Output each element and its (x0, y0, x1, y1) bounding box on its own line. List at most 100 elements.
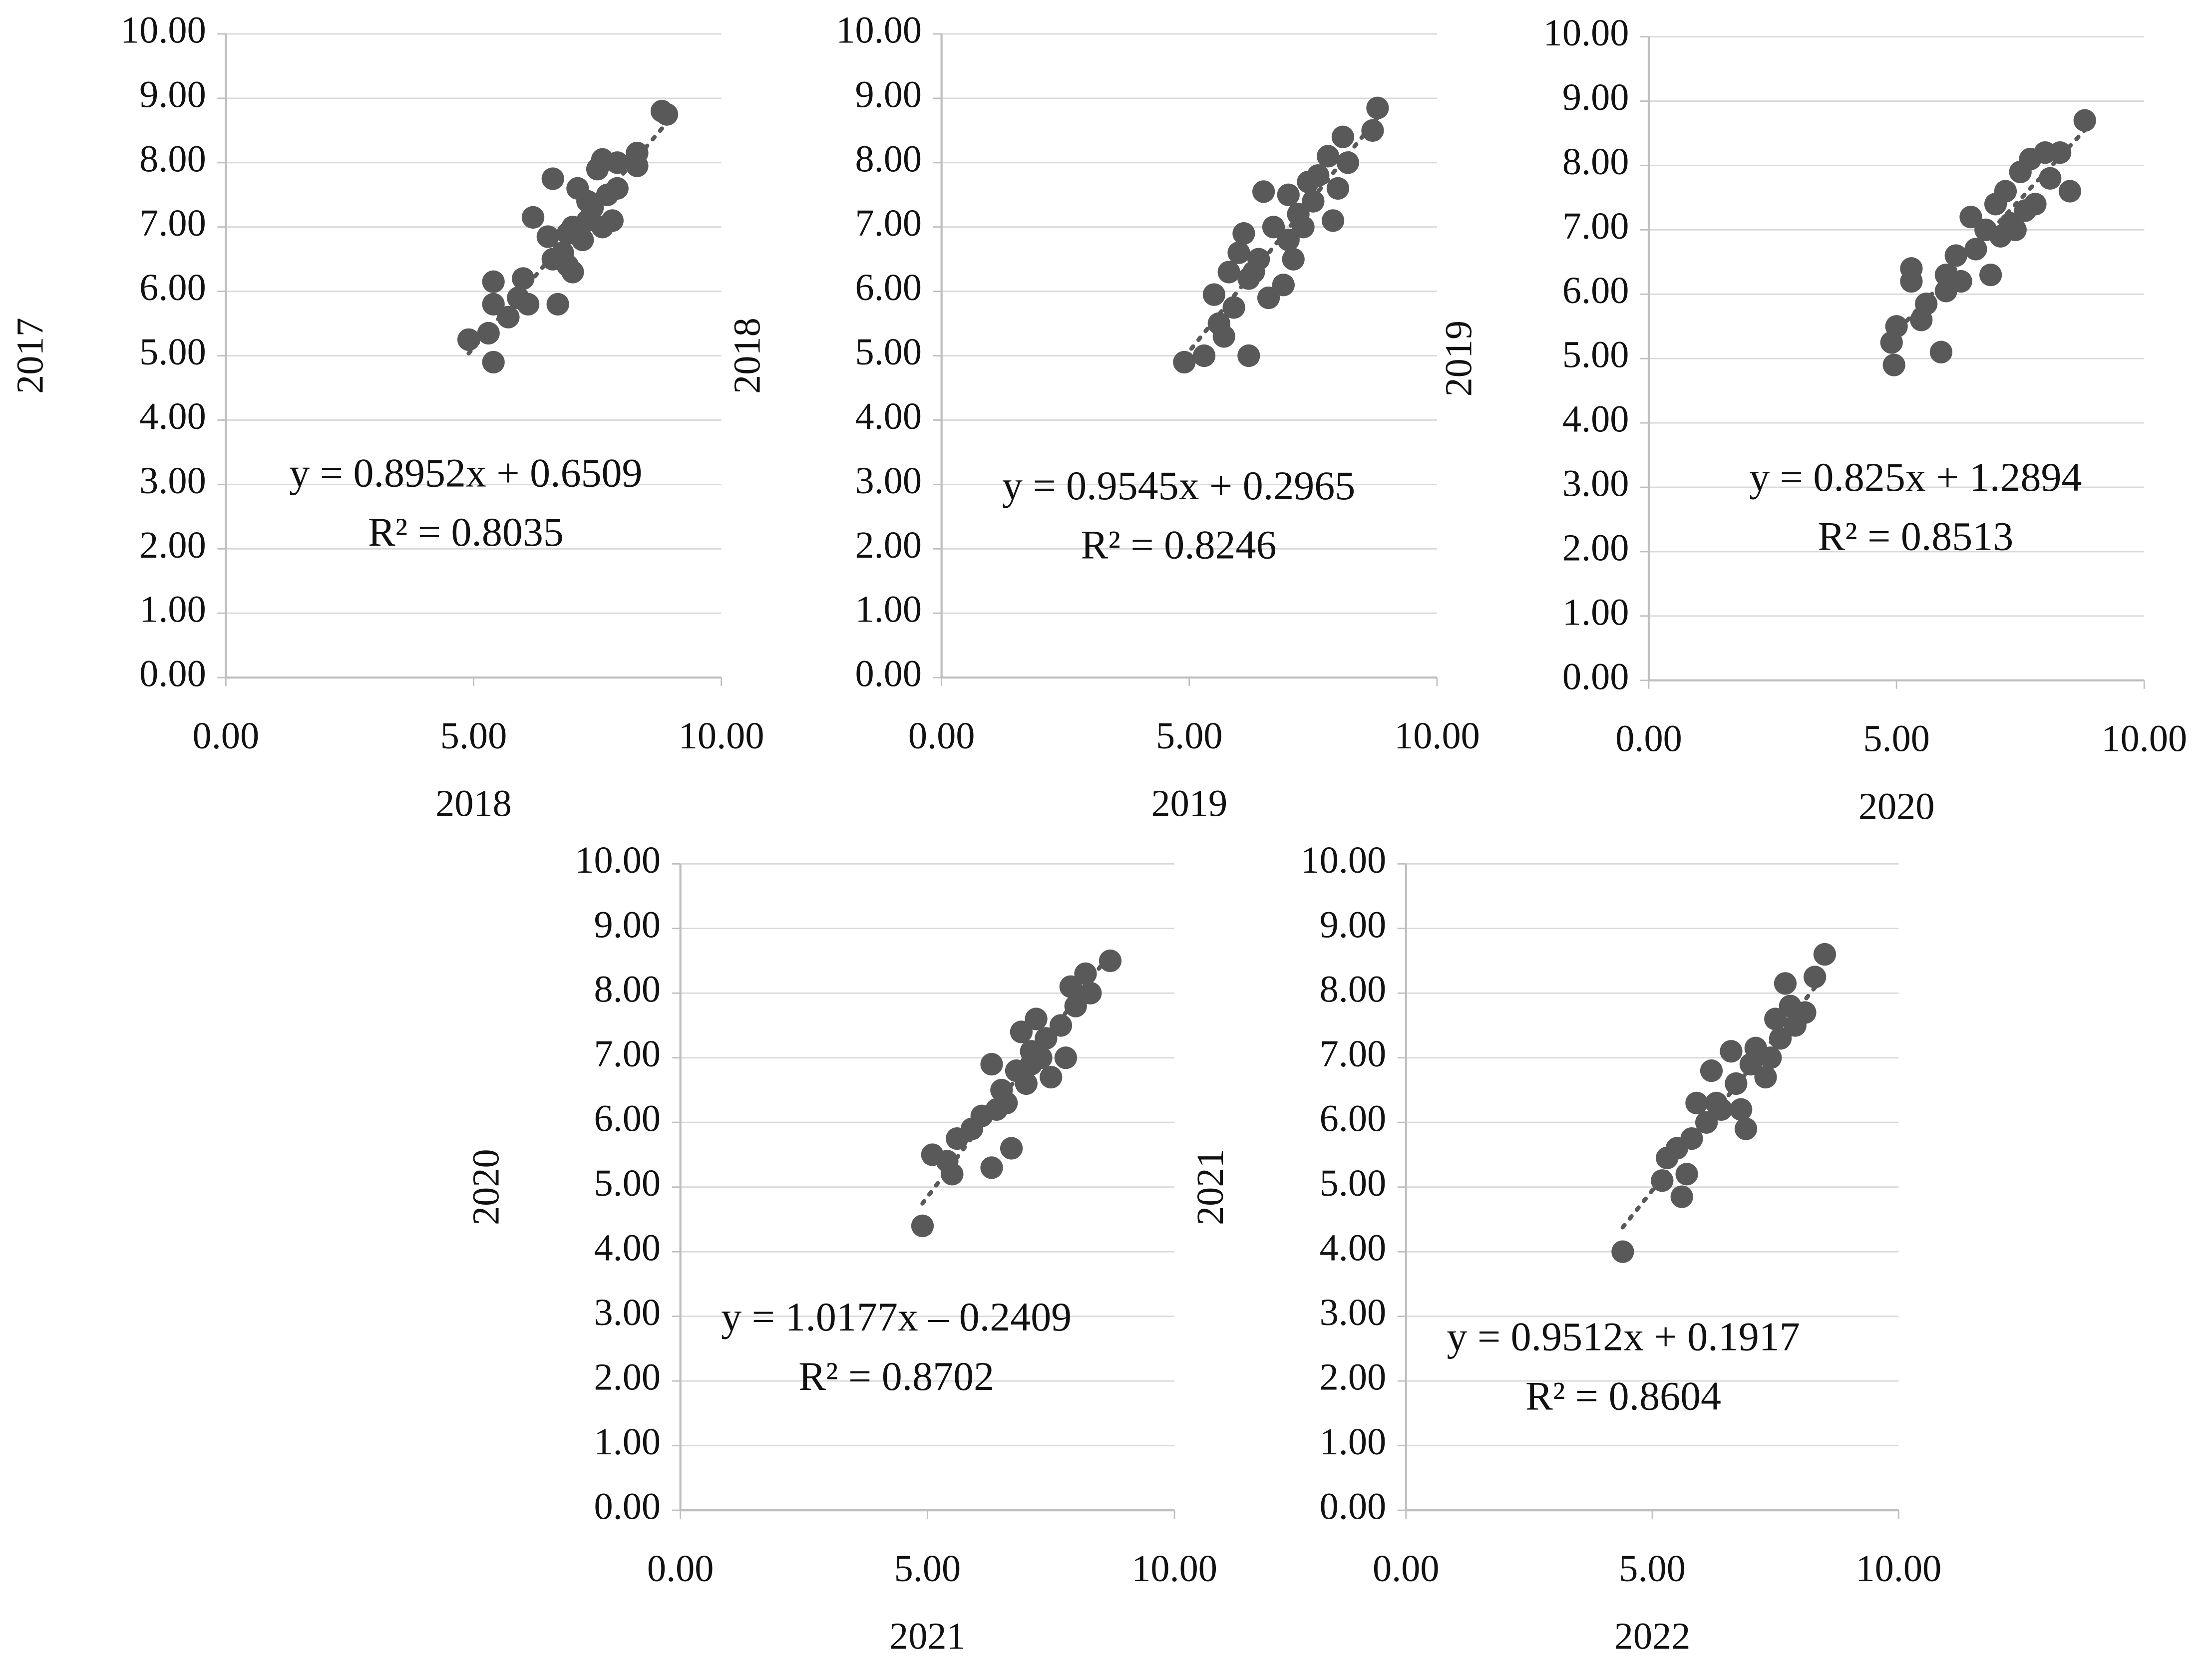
point (2004, 218, 2027, 241)
point (1670, 1185, 1693, 1208)
point (1099, 949, 1122, 973)
r-squared: R² = 0.8513 (1818, 514, 2013, 559)
y-tick-label: 6.00 (855, 266, 922, 309)
point (1321, 209, 1345, 232)
point (1754, 1065, 1777, 1089)
point (1292, 216, 1315, 239)
x-tick-label: 0.00 (1615, 717, 1682, 760)
point (2024, 193, 2047, 216)
point (1282, 248, 1305, 271)
x-axis-title: 2019 (1151, 782, 1227, 825)
y-tick-label: 0.00 (1562, 655, 1629, 697)
x-tick-label: 10.00 (1856, 1547, 1942, 1590)
point (941, 1163, 964, 1186)
point (1882, 353, 1905, 376)
point (1212, 325, 1235, 348)
point (541, 167, 564, 190)
point (1734, 1117, 1758, 1140)
point (1025, 1007, 1048, 1030)
x-tick-label: 0.00 (647, 1547, 714, 1590)
point (1685, 1091, 1708, 1114)
x-tick-label: 10.00 (1131, 1547, 1217, 1590)
point (1000, 1137, 1023, 1160)
point (1079, 982, 1102, 1004)
y-tick-label: 4.00 (1320, 1227, 1387, 1269)
point (1813, 943, 1837, 966)
y-tick-label: 8.00 (1562, 140, 1629, 183)
r-squared: R² = 0.8702 (798, 1353, 994, 1399)
point (655, 103, 679, 126)
x-tick-label: 10.00 (2101, 717, 2187, 760)
point (1764, 1007, 1787, 1030)
y-tick-label: 1.00 (855, 588, 922, 631)
point (521, 206, 545, 229)
y-tick-label: 1.00 (1320, 1420, 1387, 1463)
point (1331, 125, 1355, 148)
point (2058, 180, 2082, 203)
point (980, 1156, 1003, 1179)
point (1675, 1163, 1698, 1186)
point (1994, 180, 2017, 203)
y-tick-label: 7.00 (594, 1032, 661, 1075)
point (576, 190, 599, 213)
point (606, 151, 629, 174)
point (1059, 975, 1082, 998)
point (482, 270, 505, 293)
y-tick-label: 3.00 (139, 459, 206, 502)
r-squared: R² = 0.8246 (1081, 522, 1277, 568)
x-tick-label: 10.00 (1394, 714, 1480, 757)
point (482, 293, 505, 316)
y-tick-label: 7.00 (139, 202, 206, 244)
trendline (1620, 973, 1827, 1230)
trendline-equation: y = 1.0177x – 0.2409 (721, 1294, 1072, 1339)
point (1611, 1240, 1634, 1263)
y-tick-label: 9.00 (594, 903, 661, 946)
y-tick-label: 6.00 (139, 266, 206, 309)
y-tick-label: 2.00 (855, 524, 922, 566)
point (1252, 180, 1275, 203)
point (1336, 151, 1359, 174)
point (1192, 344, 1216, 367)
point (1277, 183, 1300, 206)
point (1242, 261, 1265, 284)
point (1774, 972, 1797, 995)
x-tick-label: 0.00 (1373, 1547, 1440, 1590)
point (1222, 296, 1245, 319)
x-tick-label: 10.00 (679, 714, 764, 757)
point (1720, 1040, 1743, 1063)
point (1262, 216, 1285, 239)
point (482, 350, 505, 374)
y-tick-label: 8.00 (1320, 968, 1387, 1010)
y-tick-label: 1.00 (139, 588, 206, 631)
point (477, 322, 500, 345)
y-tick-label: 6.00 (1562, 269, 1629, 312)
x-axis-title: 2020 (1858, 785, 1935, 827)
trendline-equation: y = 0.8952x + 0.6509 (289, 450, 642, 495)
y-tick-label: 4.00 (594, 1227, 661, 1269)
y-tick-label: 0.00 (594, 1485, 661, 1528)
y-tick-label: 5.00 (855, 331, 922, 373)
point (457, 328, 480, 351)
r-squared: R² = 0.8035 (368, 509, 564, 555)
y-tick-label: 0.00 (855, 653, 922, 695)
point (1366, 96, 1389, 119)
y-tick-label: 4.00 (1562, 398, 1629, 440)
y-tick-label: 5.00 (594, 1162, 661, 1204)
y-tick-label: 0.00 (1320, 1485, 1387, 1528)
point (517, 293, 540, 316)
x-tick-label: 0.00 (908, 714, 975, 757)
y-axis-title: 2021 (1189, 1149, 1231, 1225)
point (1064, 995, 1087, 1017)
y-axis-title: 2017 (8, 318, 51, 394)
point (911, 1214, 934, 1237)
y-tick-label: 10.00 (836, 8, 922, 51)
x-axis-title: 2021 (889, 1615, 966, 1658)
y-tick-label: 0.00 (139, 653, 206, 695)
point (1202, 283, 1226, 306)
y-tick-label: 8.00 (855, 137, 922, 180)
point (980, 1053, 1003, 1076)
x-axis-title: 2022 (1614, 1615, 1691, 1658)
